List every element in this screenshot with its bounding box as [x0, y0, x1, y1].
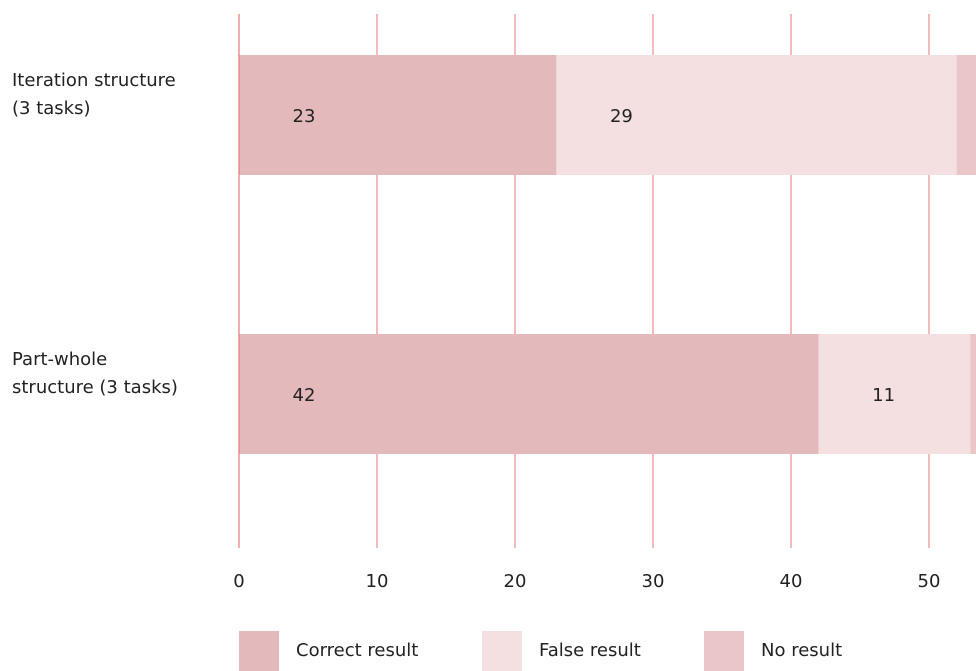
legend-label-3: No result	[761, 640, 842, 661]
x-axis-ticks: 0 10 20 30 40 50	[233, 571, 940, 592]
bar-segment-2-row-1	[556, 55, 957, 175]
legend-swatch-1	[239, 631, 279, 671]
category-label-2-line-2: structure (3 tasks)	[12, 377, 178, 398]
legend-label-2: False result	[539, 640, 641, 661]
legend-swatch-3	[704, 631, 744, 671]
x-tick-label-30: 30	[642, 571, 665, 592]
data-label-2-row-1: 29	[610, 106, 633, 127]
data-label-2-row-2: 11	[872, 385, 895, 406]
data-label-1-row-1: 23	[293, 106, 316, 127]
bar-segment-3-row-1	[956, 55, 976, 175]
category-label-1-line-1: Iteration structure	[12, 70, 176, 91]
bar-segment-1-row-1	[239, 55, 557, 175]
legend-label-1: Correct result	[296, 640, 418, 661]
bar-segment-2-row-2	[818, 334, 971, 454]
x-tick-label-0: 0	[233, 571, 244, 592]
legend-swatch-2	[482, 631, 522, 671]
category-label-1-line-2: (3 tasks)	[12, 98, 91, 119]
x-tick-label-10: 10	[366, 571, 389, 592]
category-labels: Iteration structure (3 tasks) Part-whole st…	[12, 70, 178, 398]
legend: Correct result False result No result	[239, 631, 842, 671]
bar-segment-1-row-2	[239, 334, 819, 454]
bars	[239, 55, 976, 454]
x-tick-label-20: 20	[504, 571, 527, 592]
bar-segment-3-row-2	[970, 334, 976, 454]
data-labels: 2329242111	[238, 14, 895, 548]
category-label-2-line-1: Part-whole	[12, 349, 107, 370]
x-tick-label-50: 50	[918, 571, 941, 592]
x-tick-label-40: 40	[780, 571, 803, 592]
data-label-1-row-2: 42	[293, 385, 316, 406]
